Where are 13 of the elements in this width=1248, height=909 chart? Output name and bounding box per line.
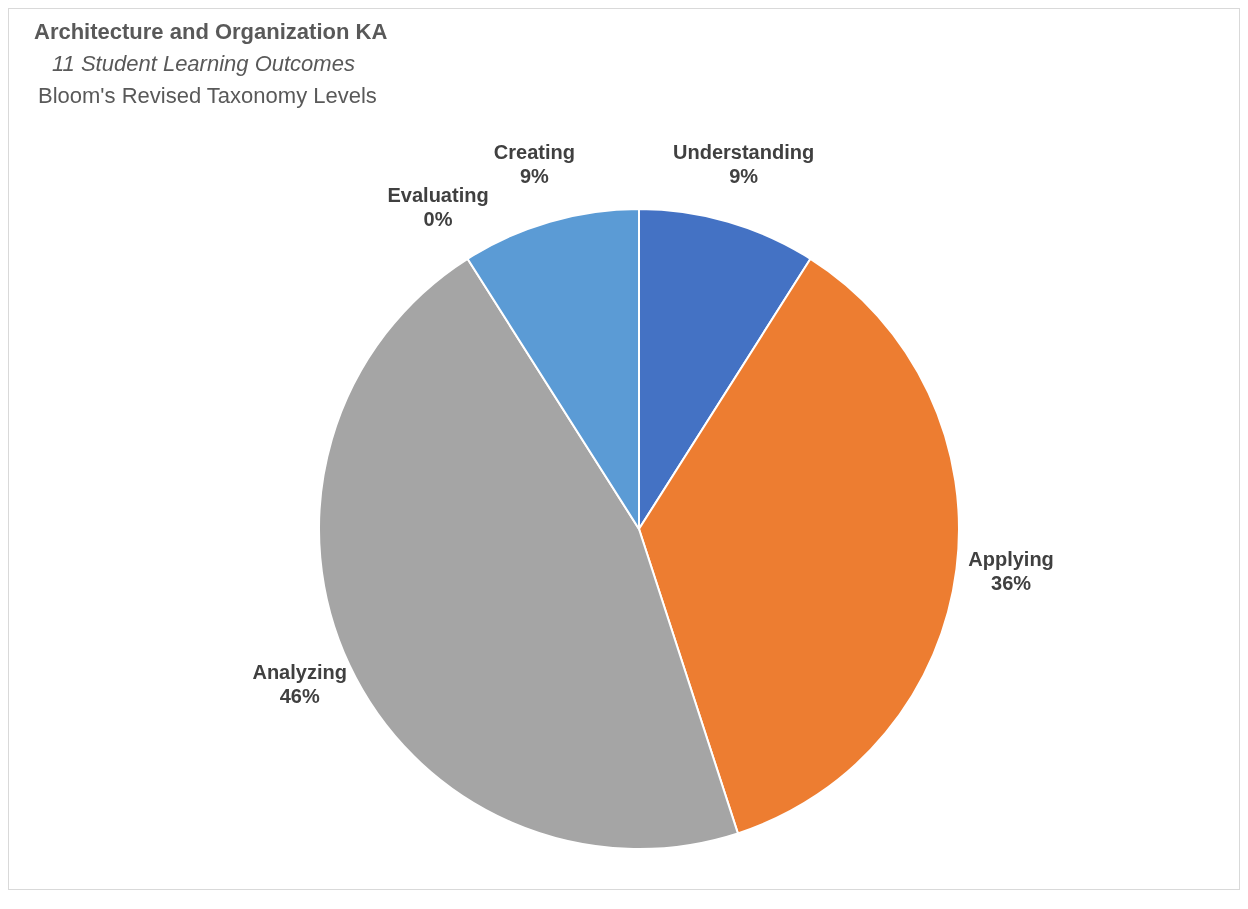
chart-title: Architecture and Organization KA [34, 19, 388, 45]
slice-label: Creating [493, 140, 575, 163]
text: 0% [423, 208, 453, 231]
data-label: 9% [729, 164, 759, 187]
text: Bloom's Revised Taxonomy Levels [38, 83, 378, 109]
slice-label: Understanding [673, 140, 815, 163]
data-label: 36% [991, 572, 1032, 594]
data-label: 46% [279, 684, 320, 707]
slice-label: Applying [968, 548, 1054, 570]
category-label: Evaluating [387, 184, 489, 207]
data-label: 9% [519, 164, 550, 187]
slice-label: Analyzing [252, 660, 347, 683]
chart-subtitle: 11 Student Learning Outcomes [52, 51, 356, 77]
